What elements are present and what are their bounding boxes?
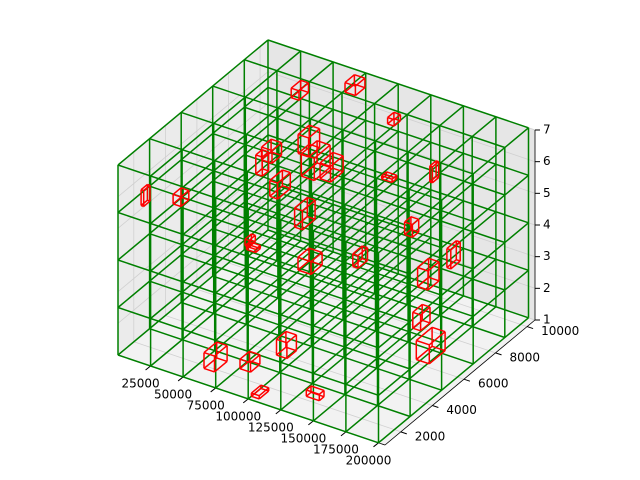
lattice-line — [280, 284, 432, 411]
lattice-line — [280, 189, 432, 316]
lattice-line — [345, 116, 497, 243]
red-box — [380, 171, 398, 184]
red-box — [415, 326, 446, 365]
lattice-line — [117, 134, 269, 261]
red-box — [290, 79, 310, 102]
y-tick-label: 2000 — [415, 429, 446, 443]
lattice-line — [215, 72, 367, 199]
lattice-line — [247, 83, 399, 210]
x-tick-label: 50000 — [154, 387, 192, 401]
lattice-line — [312, 200, 464, 327]
x-tick — [275, 409, 282, 415]
x-tick — [177, 376, 184, 382]
red-box — [352, 245, 369, 270]
red-box — [239, 350, 261, 373]
red-box — [269, 169, 292, 200]
x-tick — [145, 365, 151, 371]
y-tick-label: 10000 — [541, 324, 579, 338]
red-box — [446, 239, 461, 270]
lattice-line — [280, 236, 432, 363]
red-box — [305, 385, 325, 402]
red-box — [344, 73, 366, 97]
z-tick-label: 5 — [543, 186, 551, 200]
x-tick — [308, 420, 314, 426]
lattice-line — [280, 141, 432, 268]
z-tick-label: 7 — [543, 123, 551, 137]
lattice-line — [312, 105, 464, 232]
y-tick — [432, 405, 439, 409]
y-axis-line — [384, 319, 536, 446]
grid-line — [117, 102, 536, 229]
red-box — [297, 247, 323, 276]
z-tick-label: 1 — [543, 313, 551, 327]
y-tick — [526, 326, 534, 330]
red-box — [293, 196, 316, 231]
x-tick-label: 200000 — [346, 453, 392, 467]
y-tick-label: 8000 — [510, 350, 541, 364]
lattice-line — [345, 163, 497, 290]
red-box — [412, 303, 431, 332]
red-box — [386, 111, 402, 127]
red-box — [416, 257, 440, 291]
lattice-line — [117, 229, 269, 356]
x-tick-label: 75000 — [187, 398, 225, 412]
lattice-line — [247, 273, 399, 400]
red-box — [300, 139, 331, 182]
red-box — [140, 183, 151, 208]
lattice-line — [247, 130, 399, 257]
y-tick-label: 6000 — [478, 377, 509, 391]
x-tick — [242, 398, 249, 404]
red-box — [255, 148, 270, 177]
z-tick-label: 4 — [543, 218, 551, 232]
y-tick — [400, 431, 407, 435]
grid-line — [117, 166, 536, 293]
red-box — [275, 330, 298, 360]
lattice-line — [345, 306, 497, 433]
lattice-line — [150, 240, 302, 367]
lattice-line — [345, 211, 497, 338]
x-tick — [373, 442, 379, 448]
red-box — [250, 384, 270, 400]
x-tick-label: 150000 — [280, 431, 326, 445]
lattice-line — [378, 127, 529, 254]
z-tick-label: 3 — [543, 249, 551, 263]
lattice-line — [150, 50, 302, 177]
y-tick — [463, 378, 471, 382]
x-tick-label: 125000 — [248, 420, 294, 434]
red-box — [244, 233, 257, 248]
x-tick-label: 100000 — [215, 409, 261, 423]
lattice-line — [378, 269, 529, 396]
red-box — [403, 215, 420, 239]
y-tick-label: 4000 — [446, 403, 477, 417]
grid-line — [117, 71, 536, 198]
x-tick-label: 175000 — [313, 442, 359, 456]
lattice-line — [378, 222, 529, 349]
red-box — [429, 160, 440, 184]
red-box — [319, 151, 344, 183]
lattice-line — [312, 295, 464, 422]
z-tick-label: 6 — [543, 154, 551, 168]
y-tick — [495, 352, 502, 356]
x-tick — [340, 431, 347, 437]
x-tick-label: 25000 — [121, 376, 159, 390]
red-box — [172, 187, 190, 208]
lattice-line — [117, 39, 269, 166]
lattice-line — [378, 174, 529, 301]
lattice-line — [247, 225, 399, 352]
z-tick-label: 2 — [543, 281, 551, 295]
red-box — [245, 241, 262, 254]
x-tick — [210, 387, 216, 393]
lattice-line — [378, 317, 529, 444]
lattice-line — [150, 145, 302, 272]
lattice-line — [247, 178, 399, 305]
lattice-line — [215, 214, 367, 341]
lattice-line — [215, 167, 367, 294]
lattice-line — [117, 181, 269, 309]
red-box — [203, 341, 228, 373]
lattice-line — [150, 192, 302, 320]
